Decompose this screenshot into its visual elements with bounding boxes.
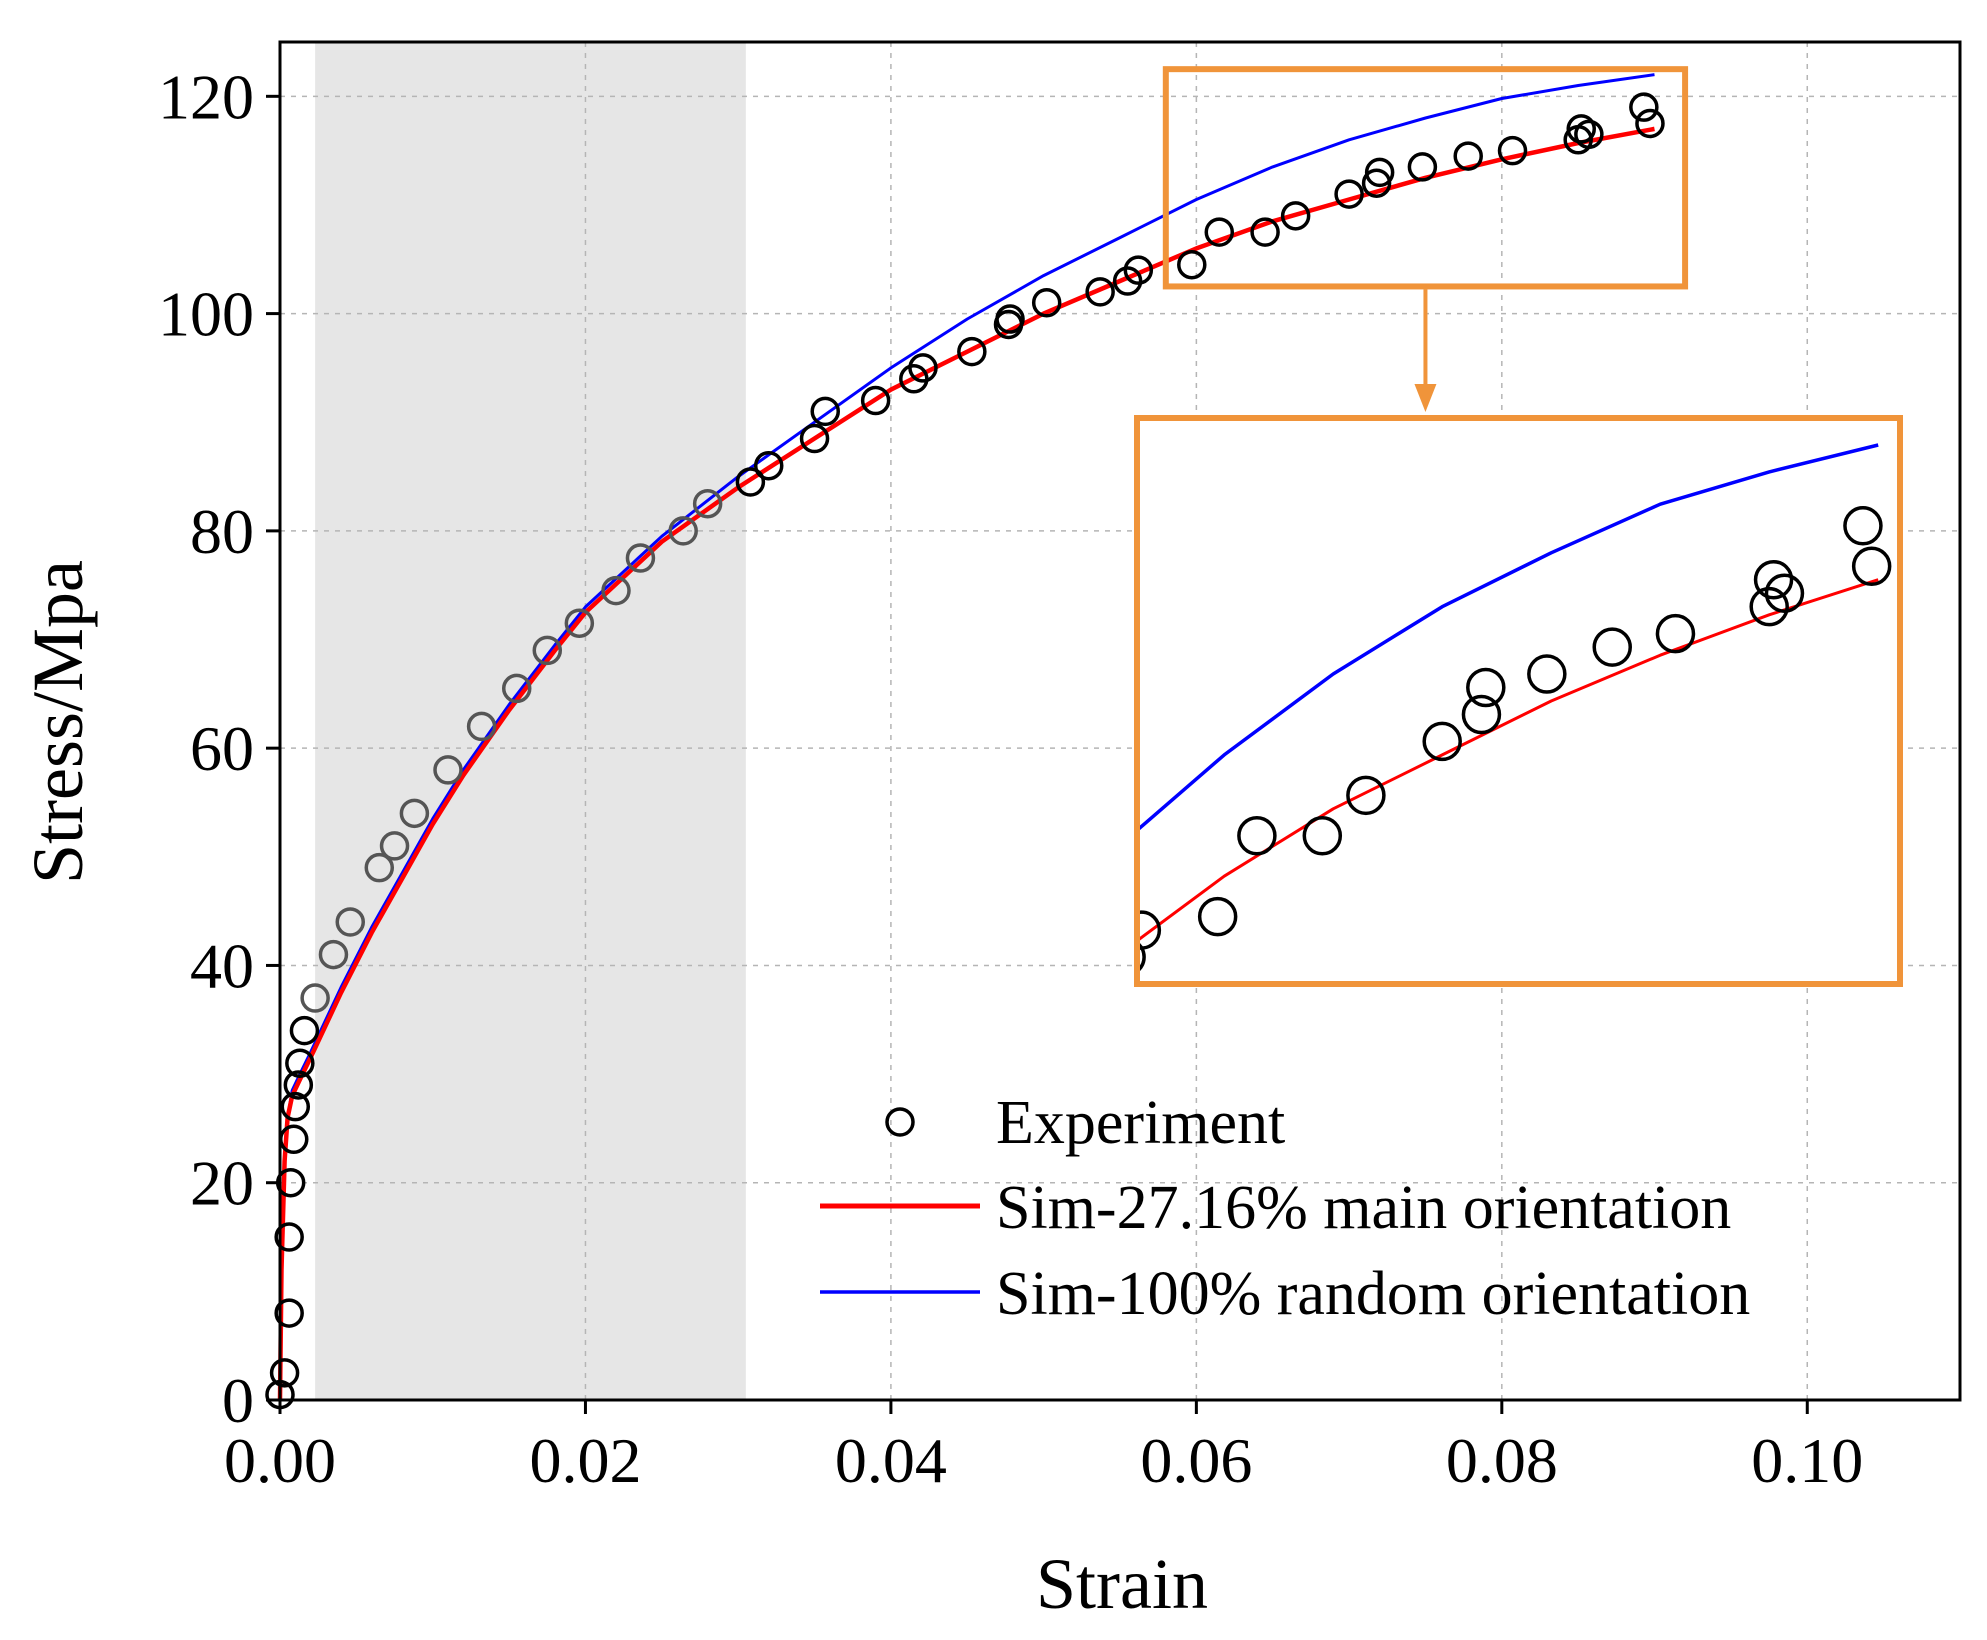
y-tick-label: 80 bbox=[190, 496, 254, 567]
x-tick-label: 0.06 bbox=[1140, 1425, 1252, 1496]
experiment-point bbox=[501, 673, 532, 704]
experiment-point bbox=[364, 852, 395, 883]
series-layer bbox=[265, 73, 1665, 1410]
y-tick-label: 20 bbox=[190, 1148, 254, 1219]
experiment-point bbox=[799, 423, 830, 454]
experiment-point bbox=[1112, 266, 1143, 296]
axis-layer: 0.00 0.02 0.04 0.06 0.08 0.10 0 20 40 60 80 100 120 bbox=[158, 40, 1962, 1496]
y-tick-label: 0 bbox=[222, 1365, 254, 1436]
experiment-point bbox=[1497, 135, 1528, 166]
inset-experiment-point bbox=[1466, 667, 1506, 708]
x-axis-title: Strain bbox=[1036, 1544, 1208, 1624]
inset-experiment-point bbox=[1422, 721, 1462, 762]
inset-experiment-point bbox=[1592, 627, 1632, 667]
inset-experiment-point bbox=[1137, 940, 1146, 974]
experiment-point bbox=[1085, 277, 1115, 307]
inset-experiment-point bbox=[1764, 573, 1805, 613]
zoom-inset-content bbox=[1137, 443, 1892, 974]
inset-layer bbox=[1134, 66, 1903, 987]
legend: Experiment Sim-27.16% main orientation S… bbox=[820, 1089, 1750, 1328]
legend-experiment-marker bbox=[885, 1107, 915, 1137]
y-tick-label: 120 bbox=[158, 61, 254, 132]
plot-frame bbox=[278, 40, 1962, 1402]
y-axis-title: Stress/Mpa bbox=[18, 560, 98, 884]
experiment-point bbox=[335, 907, 366, 937]
experiment-point bbox=[289, 1015, 320, 1046]
experiment-point bbox=[810, 396, 840, 427]
experiment-point bbox=[300, 983, 330, 1013]
experiment-point bbox=[399, 798, 430, 829]
experiment-point bbox=[1177, 249, 1207, 280]
x-tick-label: 0.00 bbox=[224, 1425, 336, 1496]
experiment-point bbox=[753, 450, 784, 481]
y-tick-label: 40 bbox=[190, 930, 254, 1001]
experiment-point bbox=[735, 467, 766, 497]
experiment-point bbox=[601, 575, 631, 606]
experiment-point bbox=[280, 1091, 311, 1122]
inset-experiment-point bbox=[1655, 613, 1696, 654]
inset-experiment-point bbox=[1302, 816, 1343, 856]
grid-layer bbox=[280, 42, 1960, 1400]
experiment-point bbox=[1334, 179, 1364, 209]
experiment-point bbox=[532, 635, 563, 666]
experiment-point bbox=[957, 336, 987, 367]
experiment-point bbox=[1629, 92, 1659, 122]
experiment-point bbox=[908, 353, 938, 383]
experiment-point bbox=[1453, 141, 1483, 171]
inset-experiment-point bbox=[1137, 910, 1162, 950]
inset-experiment-point bbox=[1843, 506, 1883, 546]
inset-experiment-point bbox=[1527, 654, 1567, 694]
y-tick-label: 60 bbox=[190, 713, 254, 784]
experiment-point bbox=[269, 1358, 300, 1388]
experiment-point bbox=[564, 608, 595, 638]
x-tick-label: 0.08 bbox=[1446, 1425, 1558, 1496]
experiment-point bbox=[274, 1298, 304, 1328]
shaded-region bbox=[315, 42, 746, 1400]
experiment-point bbox=[1280, 201, 1311, 231]
zoom-inset-background bbox=[1137, 418, 1900, 984]
experiment-point bbox=[1364, 157, 1395, 188]
inset-experiment-point bbox=[1461, 694, 1502, 735]
zoom-source-box bbox=[1162, 66, 1689, 290]
experiment-point bbox=[625, 543, 656, 573]
experiment-point bbox=[318, 939, 349, 970]
legend-random-orientation-label: Sim-100% random orientation bbox=[996, 1260, 1750, 1328]
experiment-point bbox=[1250, 217, 1280, 247]
legend-main-orientation-label: Sim-27.16% main orientation bbox=[996, 1174, 1731, 1242]
inset-experiment-point bbox=[1237, 816, 1277, 856]
experiment-point bbox=[995, 304, 1025, 334]
x-tick-label: 0.04 bbox=[835, 1425, 947, 1496]
x-tick-label: 0.02 bbox=[529, 1425, 641, 1496]
inset-line-random-orientation bbox=[1137, 443, 1879, 833]
experiment-point bbox=[1574, 119, 1604, 150]
zoom-inset-frame bbox=[1134, 415, 1903, 987]
experiment-point bbox=[692, 488, 723, 519]
experiment-point bbox=[860, 385, 891, 416]
inset-experiment-point bbox=[1197, 896, 1238, 937]
x-tick-label: 0.10 bbox=[1751, 1425, 1863, 1496]
inset-experiment-point bbox=[1346, 775, 1386, 816]
inset-experiment-point bbox=[1753, 559, 1794, 600]
experiment-point bbox=[1635, 108, 1665, 139]
experiment-point bbox=[274, 1222, 304, 1252]
experiment-point bbox=[283, 1070, 314, 1100]
y-tick-label: 100 bbox=[158, 279, 254, 350]
inset-experiment-point bbox=[1749, 586, 1789, 627]
experiment-point bbox=[1123, 255, 1154, 285]
experiment-point bbox=[379, 831, 410, 861]
inset-experiment-point bbox=[1851, 546, 1892, 586]
experiment-point bbox=[466, 711, 497, 742]
experiment-point bbox=[1031, 287, 1062, 318]
experiment-point bbox=[285, 1048, 315, 1078]
experiment-point bbox=[1204, 217, 1235, 247]
experiment-point bbox=[668, 516, 698, 546]
inset-line-main-orientation bbox=[1137, 578, 1879, 943]
experiment-point bbox=[433, 755, 463, 785]
experiment-point bbox=[1566, 114, 1596, 144]
legend-experiment-label: Experiment bbox=[996, 1089, 1285, 1157]
shaded-region-layer bbox=[315, 42, 746, 1400]
zoom-arrow-head bbox=[1414, 384, 1437, 412]
experiment-point bbox=[1407, 152, 1438, 182]
